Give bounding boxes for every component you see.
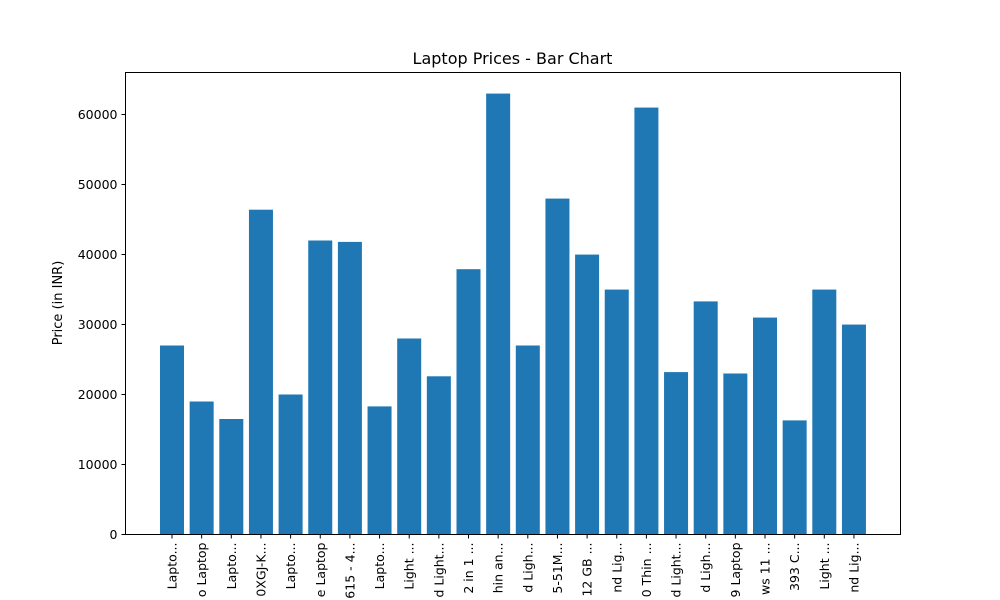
bar [575,254,600,535]
x-tick-label: 615 - 4... [342,543,357,599]
bar [219,419,244,535]
bar [604,289,629,535]
bar [248,209,273,535]
x-tick-label: Lapto... [224,543,239,590]
y-tick-label: 10000 [78,457,118,472]
bar [367,406,392,535]
x-tick-label: d Ligh... [520,543,535,593]
x-tick-label: 5-51M... [550,543,565,594]
bar [486,93,511,535]
y-axis-label: Price (in INR) [51,261,66,346]
x-tick-label: o Laptop [194,542,209,597]
x-tick-label: Light ... [817,543,832,590]
x-tick-label: e Laptop [313,542,328,597]
y-axis-ticks: 0 10000 20000 30000 40000 50000 60000 [78,107,126,542]
x-tick-label: nd Lig... [846,543,861,593]
x-tick-label: 393 C... [787,543,802,591]
bar [545,198,570,535]
x-tick-label: 0XGJ-K... [253,543,268,597]
y-tick-label: 20000 [78,387,118,402]
bar [456,269,481,535]
bar [693,301,718,535]
bar [812,289,837,535]
bar [782,420,807,535]
y-tick-label: 40000 [78,247,118,262]
x-tick-label: Light ... [402,543,417,590]
bar [426,376,451,535]
bar [664,372,689,535]
x-tick-label: Lapto... [372,543,387,590]
bar [397,338,422,535]
bars-group [160,93,866,535]
y-tick-label: 0 [110,527,118,542]
x-tick-label: 2 in 1 ... [461,543,476,594]
bar [634,107,659,535]
y-tick-label: 50000 [78,177,118,192]
x-tick-label: 12 GB ... [580,543,595,597]
x-tick-label: d Ligh... [698,543,713,593]
x-axis-ticks: Lapto... o Laptop Lapto... 0XGJ-K... Lapto..… [165,534,861,599]
bar [308,240,333,535]
y-tick-label: 60000 [78,107,118,122]
bar [753,317,777,535]
plot-frame [125,72,901,535]
bar [515,345,540,535]
bar [723,373,748,535]
bar [841,324,866,535]
y-tick-label: 30000 [78,317,118,332]
bar [160,345,184,535]
chart-title: Laptop Prices - Bar Chart [413,49,613,68]
x-tick-label: nd Lig... [609,543,624,593]
bar [337,241,362,535]
bar [189,401,214,535]
x-tick-label: 0 Thin ... [639,543,654,598]
x-tick-label: 9 Laptop [728,542,743,597]
x-tick-label: d Light... [431,543,446,598]
bar [278,394,303,535]
x-tick-label: hin an... [491,543,506,594]
x-tick-label: Lapto... [283,543,298,590]
x-tick-label: ws 11 ... [758,543,773,596]
x-tick-label: d Light... [669,543,684,598]
x-tick-label: Lapto... [165,543,180,590]
